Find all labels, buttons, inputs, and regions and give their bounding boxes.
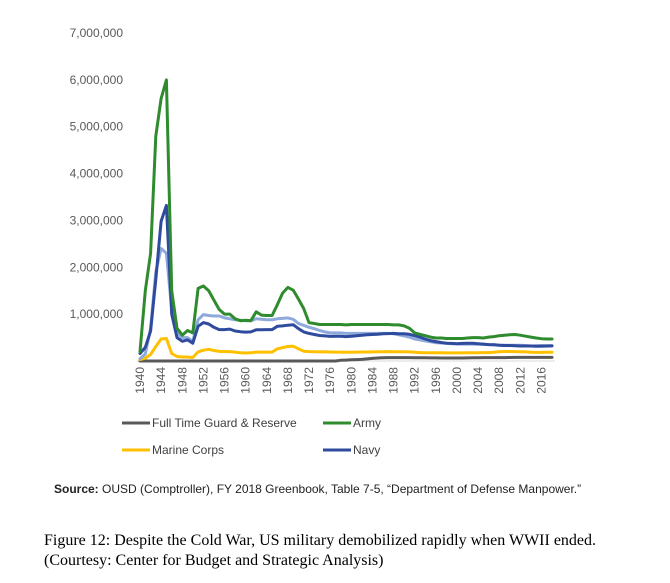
plot-lines — [138, 78, 554, 363]
y-tick-label: 6,000,000 — [70, 73, 124, 87]
legend-label: Full Time Guard & Reserve — [152, 416, 297, 430]
legend-label: Marine Corps — [152, 443, 224, 457]
y-axis: 7,000,000 6,000,000 5,000,000 4,000,000 3,00… — [70, 26, 124, 321]
source-label: Source: — [54, 482, 99, 496]
y-tick-label: 5,000,000 — [70, 120, 124, 134]
x-tick-label: 2016 — [534, 367, 548, 394]
series-line-army — [138, 78, 554, 354]
series-line-navy — [138, 203, 554, 355]
x-tick-label: 1956 — [218, 367, 232, 394]
x-tick-label: 1940 — [133, 367, 147, 394]
source-text: OUSD (Comptroller), FY 2018 Greenbook, T… — [98, 482, 582, 496]
x-tick-label: 2000 — [450, 367, 464, 394]
x-tick-label: 1992 — [408, 367, 422, 394]
x-tick-label: 1968 — [281, 367, 295, 394]
x-tick-label: 1948 — [175, 367, 189, 394]
x-tick-label: 2004 — [471, 367, 485, 394]
x-tick-label: 1988 — [387, 367, 401, 394]
military-manpower-line-chart: 7,000,000 6,000,000 5,000,000 4,000,000 3,00… — [70, 26, 555, 457]
x-tick-label: 2008 — [492, 367, 506, 394]
x-axis: 1940 1944 1948 1952 1956 1960 1964 1968 1972 1976… — [133, 360, 555, 394]
x-tick-label: 1952 — [196, 367, 210, 394]
y-tick-label: 7,000,000 — [70, 26, 124, 40]
x-tick-label: 1976 — [323, 367, 337, 394]
source-note: Source: OUSD (Comptroller), FY 2018 Gree… — [54, 482, 664, 496]
series-line-unlabeled — [138, 247, 554, 361]
x-tick-label: 1996 — [429, 367, 443, 394]
y-tick-label: 2,000,000 — [70, 260, 124, 274]
legend: Full Time Guard & Reserve Army Marine Corp… — [122, 416, 381, 457]
series-line-full-time-guard-reserve — [138, 355, 554, 363]
x-tick-label: 1984 — [365, 367, 379, 394]
x-tick-label: 1960 — [239, 367, 253, 394]
series-line-marine-corps — [138, 337, 554, 362]
x-tick-label: 1944 — [154, 367, 168, 394]
legend-label: Navy — [353, 443, 380, 457]
x-tick-label: 1980 — [344, 367, 358, 394]
legend-label: Army — [353, 416, 381, 430]
x-tick-label: 1964 — [260, 367, 274, 394]
x-tick-label: 2012 — [513, 367, 527, 394]
y-tick-label: 3,000,000 — [70, 213, 124, 227]
x-tick-label: 1972 — [302, 367, 316, 394]
y-tick-label: 1,000,000 — [70, 307, 124, 321]
y-tick-label: 4,000,000 — [70, 167, 124, 181]
figure-caption: Figure 12: Despite the Cold War, US mili… — [44, 532, 597, 569]
